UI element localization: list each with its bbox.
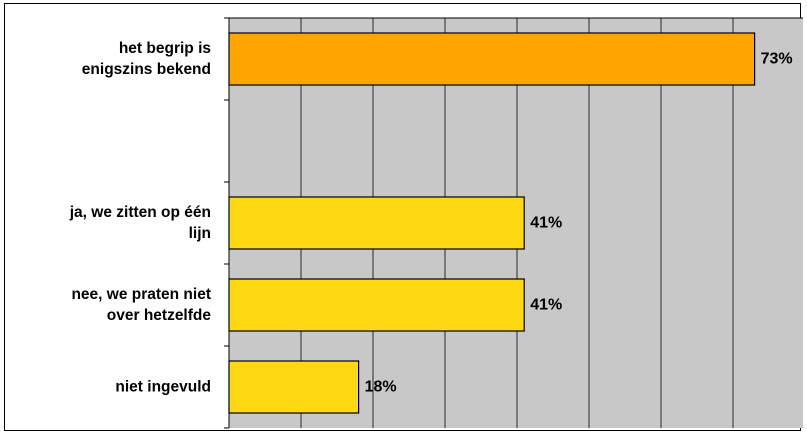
bar <box>228 360 360 414</box>
category-label-line: over hetzelfde <box>107 307 212 324</box>
data-label: 18% <box>365 379 397 396</box>
category-label-line: niet ingevuld <box>115 379 211 396</box>
bar <box>228 196 525 250</box>
category-label-line: ja, we zitten op één <box>69 204 211 221</box>
category-label: het begrip is enigszins bekend <box>82 40 211 78</box>
bar <box>228 32 756 86</box>
data-label: 41% <box>530 215 562 232</box>
category-label-line: lijn <box>189 225 211 242</box>
category-label: nee, we praten niet over hetzelfde <box>71 286 211 324</box>
category-label-line: nee, we praten niet <box>71 286 211 303</box>
data-label: 41% <box>530 297 562 314</box>
bar <box>228 278 525 332</box>
category-label: ja, we zitten op één lijn <box>69 204 211 242</box>
category-label-line: enigszins bekend <box>82 61 211 78</box>
category-label-line: het begrip is <box>119 40 211 57</box>
data-label: 73% <box>761 51 793 68</box>
category-label: niet ingevuld <box>115 379 211 396</box>
